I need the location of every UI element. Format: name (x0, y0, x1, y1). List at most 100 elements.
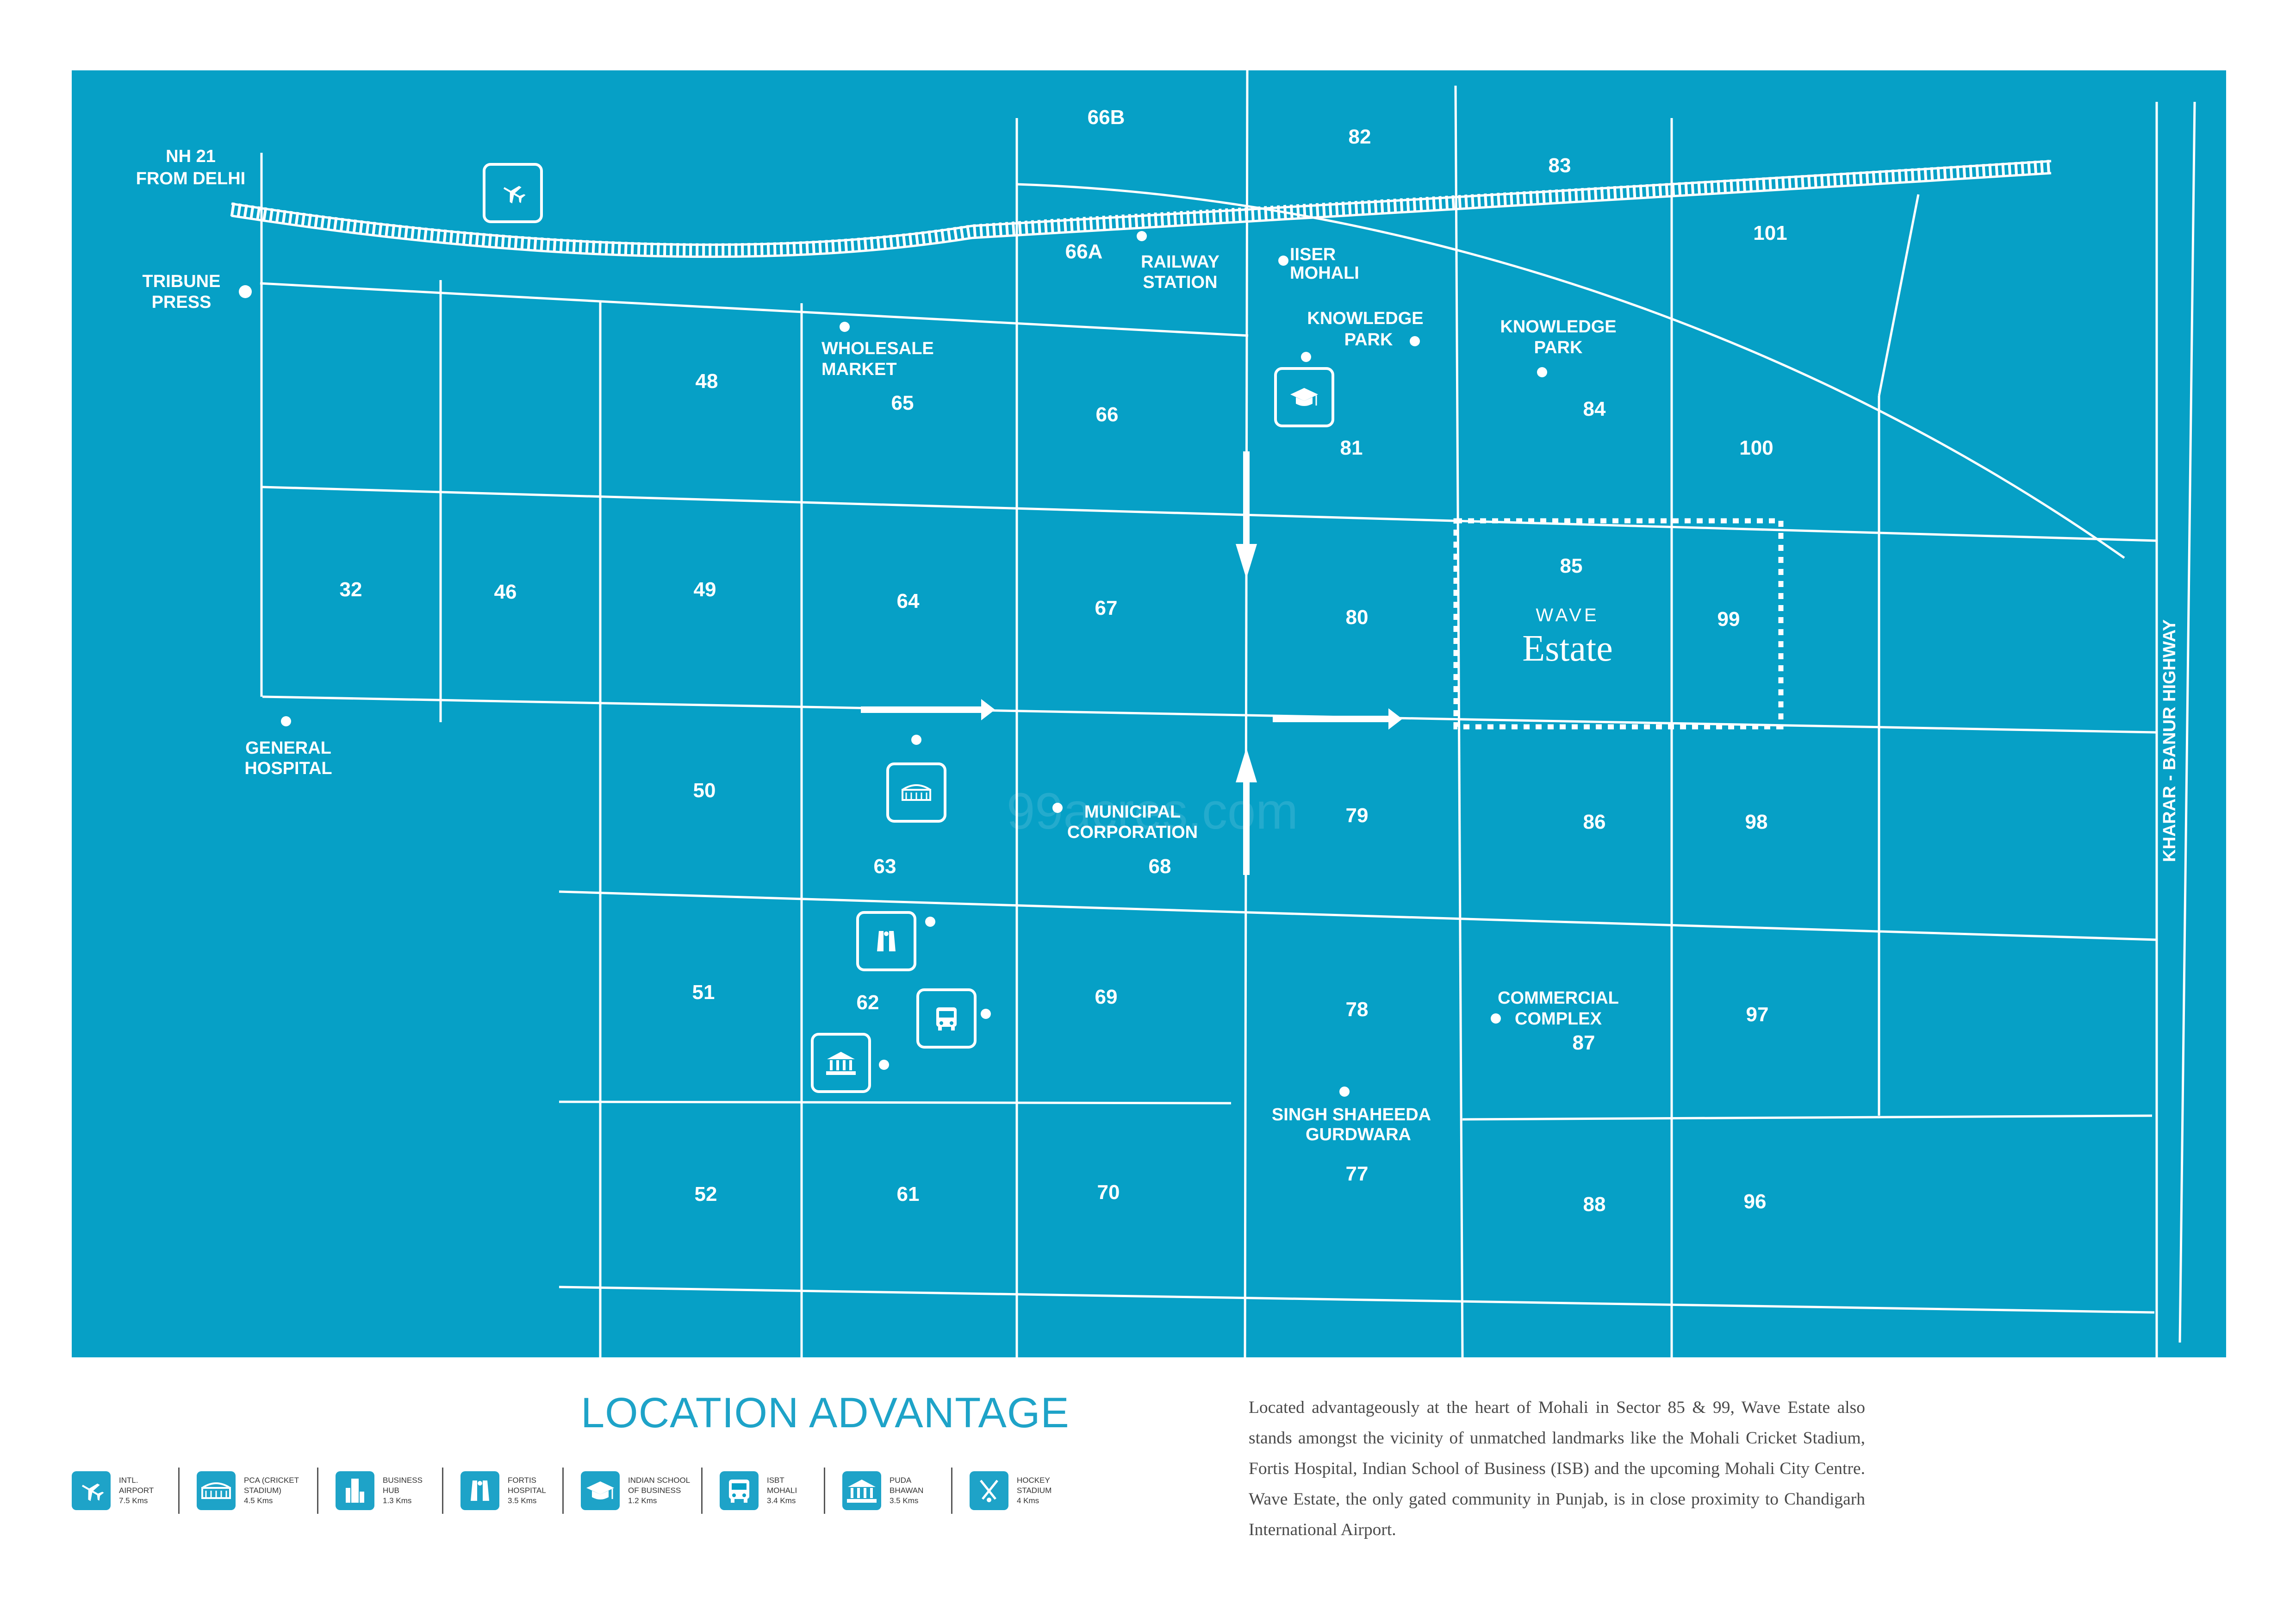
legend-item: PCA (CRICKET STADIUM) 4.5 Kms (197, 1465, 309, 1516)
sector-label: 70 (1097, 1181, 1120, 1204)
legend-item: INDIAN SCHOOL OF BUSINESS 1.2 Kms (581, 1465, 693, 1516)
sector-label: 49 (694, 578, 716, 601)
landmark-label: MARKET (821, 360, 897, 379)
sector-label: 100 (1739, 437, 1773, 459)
sector-label: 101 (1753, 222, 1787, 244)
airplane-icon (483, 163, 543, 223)
sector-label: 62 (857, 991, 879, 1014)
sector-label: 32 (340, 578, 362, 601)
sector-label: 78 (1346, 998, 1369, 1021)
legend-item: ISBT MOHALI 3.4 Kms (720, 1465, 832, 1516)
landmark-label: GENERAL (245, 738, 331, 758)
landmark-label: HOSPITAL (244, 759, 332, 778)
railway-track (230, 160, 2052, 258)
government-building-icon (811, 1033, 871, 1093)
bus-icon (720, 1471, 759, 1510)
stadium-icon (197, 1471, 236, 1510)
landmark-labels: NH 21 FROM DELHI TRIBUNE PRESS RAILWAY S… (136, 147, 2179, 1144)
legend-label: PUDA BHAWAN 3.5 Kms (890, 1476, 924, 1505)
legend-label: ISBT MOHALI 3.4 Kms (767, 1476, 797, 1505)
description-text: Located advantageously at the heart of M… (1249, 1398, 1865, 1539)
direction-arrows (861, 451, 1402, 875)
sector-label: 77 (1346, 1162, 1369, 1185)
legend-divider (701, 1468, 703, 1514)
legend-divider (824, 1468, 825, 1514)
landmark-label: SINGH SHAHEEDA (1272, 1105, 1431, 1124)
sector-label: 82 (1349, 125, 1371, 148)
sector-label: 66B (1088, 106, 1125, 129)
landmark-label: PARK (1534, 338, 1583, 357)
sector-label: 46 (494, 581, 517, 603)
sector-label: 67 (1095, 597, 1118, 619)
legend-divider (317, 1468, 318, 1514)
legend-label: FORTIS HOSPITAL 3.5 Kms (508, 1476, 546, 1505)
sector-label: 96 (1744, 1190, 1767, 1213)
sector-label: 63 (874, 855, 896, 878)
landmark-label: MUNICIPAL (1084, 802, 1181, 822)
legend: INTL. AIRPORT 7.5 Kms PCA (CRICKET STADIUM)… (72, 1465, 1113, 1516)
sector-label: 83 (1549, 154, 1571, 177)
landmark-label: KNOWLEDGE (1307, 309, 1423, 328)
road-network (260, 70, 2196, 1358)
legend-item: BUSINESS HUB 1.3 Kms (336, 1465, 448, 1516)
landmark-label: RAILWAY (1141, 252, 1220, 272)
bus-icon (916, 988, 977, 1049)
education-icon (1274, 367, 1334, 427)
landmark-label: WHOLESALE (821, 339, 934, 358)
sector-label: 66 (1096, 403, 1119, 426)
sector-label: 97 (1746, 1003, 1769, 1026)
legend-divider (951, 1468, 952, 1514)
landmark-label: FROM DELHI (136, 169, 245, 188)
sector-label: 80 (1346, 606, 1369, 629)
project-name: Estate (1522, 628, 1612, 669)
sector-label: 61 (897, 1183, 920, 1206)
sector-label: 85 (1560, 555, 1583, 577)
sector-label: 88 (1583, 1193, 1606, 1216)
sector-label: 51 (692, 981, 715, 1004)
legend-label: INTL. AIRPORT 7.5 Kms (119, 1476, 154, 1505)
project-brand: WAVE (1536, 605, 1599, 625)
business-hub-icon (336, 1471, 374, 1510)
sector-label: 64 (897, 590, 920, 612)
education-icon (581, 1471, 620, 1510)
sector-label: 48 (696, 370, 718, 393)
sector-label: 79 (1346, 804, 1369, 827)
landmark-label: CORPORATION (1067, 823, 1198, 842)
landmark-label: KNOWLEDGE (1500, 317, 1616, 337)
sector-label: 81 (1340, 437, 1363, 459)
hospital-icon (460, 1471, 499, 1510)
sector-label: 66A (1065, 240, 1103, 263)
stadium-icon (886, 762, 946, 823)
landmark-label: STATION (1143, 273, 1217, 292)
sector-label: 68 (1149, 855, 1171, 878)
sector-labels: 66B 82 83 101 66A 48 65 66 81 84 100 32 … (340, 106, 1787, 1216)
legend-divider (562, 1468, 564, 1514)
legend-divider (178, 1468, 180, 1514)
landmark-label: COMPLEX (1515, 1009, 1602, 1029)
landmark-label: IISER (1290, 245, 1336, 264)
landmark-label: GURDWARA (1306, 1125, 1411, 1144)
government-building-icon (842, 1471, 881, 1510)
legend-item: HOCKEY STADIUM 4 Kms (970, 1465, 1082, 1516)
sector-label: 86 (1583, 811, 1606, 833)
legend-item: FORTIS HOSPITAL 3.5 Kms (460, 1465, 572, 1516)
sector-label: 99 (1717, 608, 1740, 631)
sector-label: 98 (1745, 811, 1768, 833)
legend-item: PUDA BHAWAN 3.5 Kms (842, 1465, 954, 1516)
hockey-icon (970, 1471, 1008, 1510)
landmark-label: NH 21 (166, 147, 216, 166)
sector-label: 65 (891, 392, 914, 414)
sector-label: 87 (1573, 1031, 1595, 1054)
legend-label: PCA (CRICKET STADIUM) 4.5 Kms (244, 1476, 299, 1505)
landmark-label: PARK (1344, 330, 1393, 350)
legend-divider (442, 1468, 443, 1514)
legend-label: INDIAN SCHOOL OF BUSINESS 1.2 Kms (628, 1476, 691, 1505)
sector-label: 50 (693, 779, 716, 802)
landmark-label: COMMERCIAL (1498, 988, 1619, 1008)
landmark-label: PRESS (152, 293, 212, 312)
section-title: LOCATION ADVANTAGE (581, 1389, 1070, 1437)
landmark-label: TRIBUNE (143, 272, 221, 291)
sector-label: 69 (1095, 986, 1118, 1008)
sector-label: 84 (1583, 398, 1606, 420)
